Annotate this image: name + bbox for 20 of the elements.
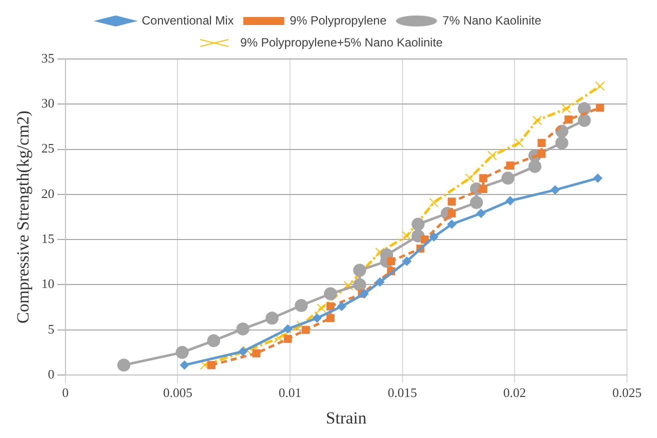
- y-tick-label: 35: [41, 50, 54, 66]
- legend-label: 9% Polypropylene: [290, 13, 387, 28]
- x-tick-label: 0.005: [163, 385, 192, 400]
- x-axis-title: Strain: [326, 408, 368, 428]
- x-tick-label: 0.01: [278, 385, 302, 400]
- y-tick-label: 5: [48, 321, 54, 336]
- y-tick-label: 20: [41, 186, 54, 201]
- y-tick-label: 15: [41, 230, 54, 246]
- y-tick-label: 10: [41, 276, 54, 292]
- legend-label: 9% Polypropylene+5% Nano Kaolinite: [240, 35, 444, 50]
- x-tick-label: 0.02: [503, 385, 526, 400]
- x-tick-label: 0: [62, 385, 69, 400]
- legend-label: 7% Nano Kaolinite: [442, 13, 542, 28]
- y-axis-title: Compressive Strength(kg/cm2): [14, 110, 33, 324]
- x-tick-label: 0.015: [388, 385, 417, 400]
- y-tick-label: 30: [41, 96, 54, 111]
- y-tick-label: 25: [41, 140, 54, 156]
- x-tick-label: 0.025: [612, 385, 642, 400]
- legend-label: Conventional Mix: [142, 13, 234, 28]
- y-tick-label: 0: [48, 366, 54, 382]
